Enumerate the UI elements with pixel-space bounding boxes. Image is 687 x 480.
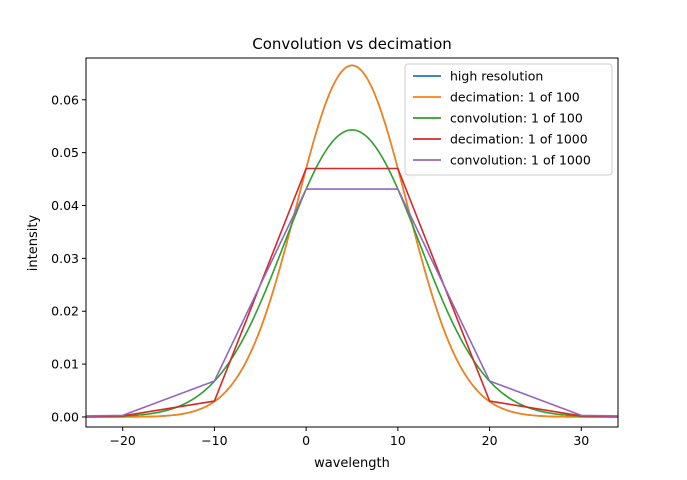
series-line-2 [86,64,618,418]
series-line-4 [86,167,618,418]
plot-frame [85,57,619,428]
legend-label: decimation: 1 of 1000 [450,132,588,147]
legend-label: convolution: 1 of 1000 [450,153,591,168]
x-tick-label: 20 [482,433,498,448]
y-tick-label: 0.03 [51,251,79,266]
legend-label: high resolution [450,69,543,84]
y-tick-label: 0.05 [51,145,79,160]
y-tick-label: 0.02 [51,304,79,319]
x-axis-label: wavelength [314,456,390,471]
series-layer [86,64,618,418]
y-axis: 0.00 0.01 0.02 0.03 0.04 0.05 0.06 [51,92,86,424]
x-tick-label: 10 [390,433,406,448]
legend-label: decimation: 1 of 100 [450,90,580,105]
y-tick-label: 0.04 [51,198,79,213]
legend: high resolution decimation: 1 of 100 convo… [404,63,613,176]
y-axis-label: intensity [26,215,41,272]
y-tick-label: 0.00 [51,409,79,424]
legend-box [404,63,613,176]
y-tick-label: 0.01 [51,357,79,372]
legend-label: convolution: 1 of 100 [450,111,583,126]
x-tick-label: 30 [573,433,589,448]
x-tick-label: 0 [302,433,310,448]
x-axis: −20 −10 0 10 20 30 [109,427,589,448]
chart-title: Convolution vs decimation [252,35,452,53]
x-tick-label: −20 [109,433,135,448]
series-line-5 [86,188,618,417]
y-tick-label: 0.06 [51,92,79,107]
x-tick-label: −10 [201,433,227,448]
